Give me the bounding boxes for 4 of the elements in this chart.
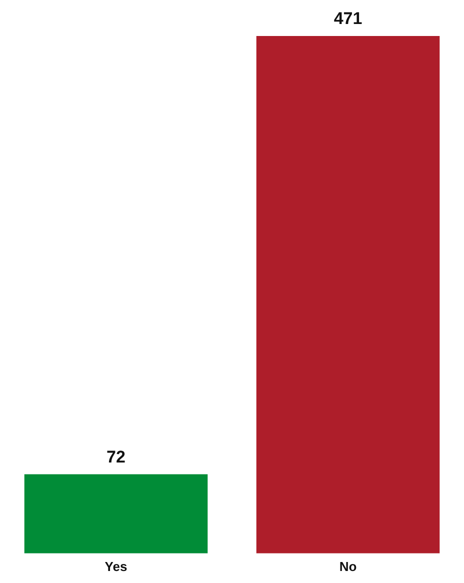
data-label: 72 — [106, 447, 126, 466]
data-label: 471 — [334, 9, 362, 28]
x-tick-label: Yes — [104, 558, 128, 574]
x-tick-label: No — [339, 558, 357, 574]
